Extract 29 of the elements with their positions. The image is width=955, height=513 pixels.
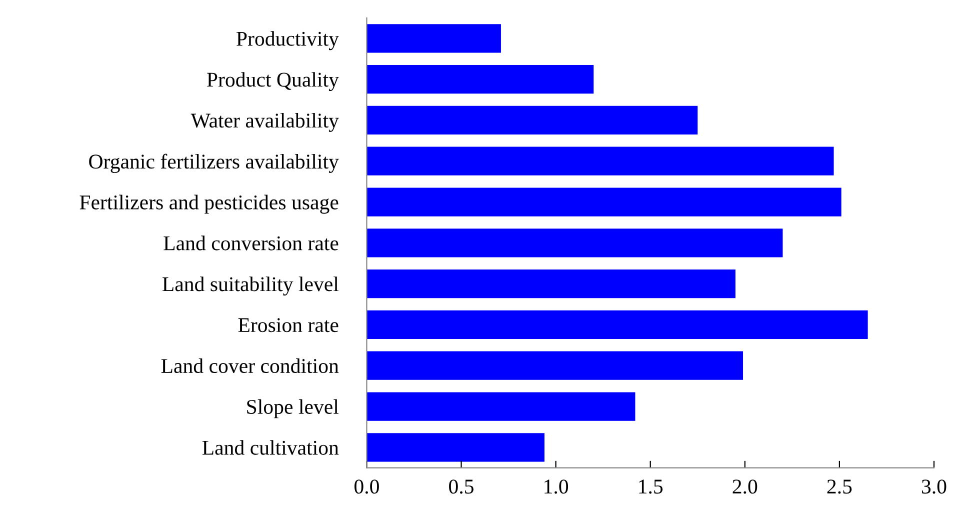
bar bbox=[366, 351, 744, 380]
x-tick-label: 1.0 bbox=[544, 480, 568, 494]
y-tick-label: Slope level bbox=[247, 399, 339, 418]
x-tick-label: 2.5 bbox=[827, 480, 852, 494]
y-tick-label: Land cover condition bbox=[161, 358, 339, 374]
bar bbox=[366, 228, 783, 258]
bar bbox=[366, 269, 736, 298]
y-tick-label: Fertilizers and pesticides usage bbox=[80, 194, 338, 214]
bar bbox=[366, 146, 834, 176]
bar bbox=[366, 24, 501, 53]
bar bbox=[366, 392, 636, 421]
bar bbox=[366, 310, 868, 340]
y-tick-label: Land cultivation bbox=[202, 440, 339, 455]
y-tick-label: Product Quality bbox=[207, 72, 339, 92]
y-tick-label: Land suitability level bbox=[162, 276, 339, 296]
y-tick-label: Organic fertilizers availability bbox=[89, 154, 339, 173]
bar bbox=[366, 433, 544, 462]
x-tick-label: 2.0 bbox=[732, 480, 758, 494]
y-tick-label: Erosion rate bbox=[238, 318, 338, 332]
y-tick-label: Land conversion rate bbox=[164, 236, 338, 250]
bar bbox=[366, 188, 842, 216]
x-tick-label: 1.5 bbox=[639, 480, 663, 494]
y-tick-label: Water availability bbox=[190, 112, 339, 132]
x-tick-label: 0.5 bbox=[449, 480, 474, 494]
x-tick-label: 0.0 bbox=[354, 480, 379, 494]
y-tick-label: Productivity bbox=[236, 31, 339, 50]
bar bbox=[366, 64, 594, 94]
bar bbox=[366, 106, 698, 135]
x-tick-label: 3.0 bbox=[922, 480, 946, 494]
